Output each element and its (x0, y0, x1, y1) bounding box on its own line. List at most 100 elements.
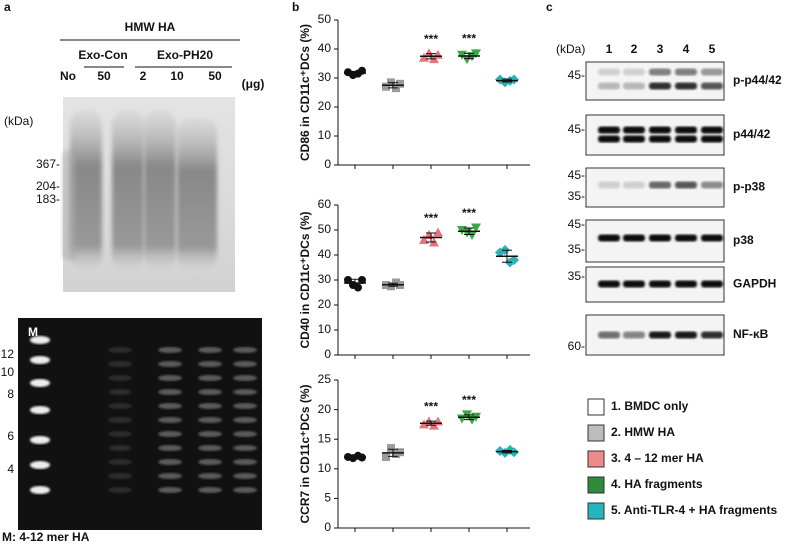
blot-band (701, 68, 723, 76)
point (382, 82, 390, 91)
gel-band (233, 417, 257, 423)
blot-band (675, 126, 697, 134)
error-bar (426, 232, 436, 243)
gel-smear (62, 150, 76, 260)
error-bar (426, 53, 436, 60)
gel-smear (112, 110, 144, 270)
kda-marker: 35- (568, 242, 585, 256)
legend-swatch (587, 450, 605, 468)
lane-label: 2 (140, 69, 147, 83)
y-tick-label: 60 (318, 197, 332, 211)
gel-band (198, 487, 222, 493)
blot-label: p38 (733, 233, 754, 247)
gel-band (108, 361, 132, 367)
ladder-band (30, 406, 50, 414)
ladder-label: M (28, 325, 38, 339)
y-tick-label: 50 (318, 222, 332, 236)
blot-label: p44/42 (733, 127, 771, 141)
gel-band (198, 473, 222, 479)
blot-band (649, 126, 671, 134)
lane-label: 5 (709, 42, 716, 56)
blot-band (675, 82, 697, 90)
legend-label: 1. BMDC only (611, 399, 689, 413)
y-axis-label: CCR7 in CD11c⁺DCs (%) (298, 384, 312, 523)
error-bar (502, 78, 512, 83)
gel-band (158, 389, 182, 395)
point (382, 452, 390, 461)
point (387, 444, 395, 453)
blot-band (675, 331, 697, 339)
lane-label: 50 (97, 69, 111, 83)
point (433, 49, 443, 59)
gel-band (233, 403, 257, 409)
blot-band (649, 280, 671, 288)
ladder-tick: 10 (1, 365, 15, 379)
legend-swatch (587, 476, 605, 494)
kda-marker: 367- (36, 157, 60, 171)
gel-band (158, 487, 182, 493)
sub-group: Exo-PH20 (157, 48, 213, 62)
error-bar (388, 82, 398, 89)
y-tick-label: 30 (318, 70, 332, 84)
gel-band (158, 403, 182, 409)
gel-band (233, 473, 257, 479)
blot-band (598, 82, 620, 90)
y-tick-label: 30 (318, 272, 332, 286)
blot-band (598, 181, 620, 189)
blot-band (649, 82, 671, 90)
blot-band (649, 135, 671, 143)
gel-band (158, 445, 182, 451)
chart: 0 5 10 15 20 25 CCR7 in CD11c⁺DCs (%) *** *** (298, 372, 530, 534)
error-bar (350, 278, 360, 288)
kda-marker: 60- (568, 339, 585, 353)
gel-band (158, 417, 182, 423)
point (433, 227, 443, 237)
point (358, 276, 366, 284)
blot-band (701, 126, 723, 134)
y-tick-label: 10 (318, 322, 332, 336)
blot-band (598, 331, 620, 339)
gel-band (233, 431, 257, 437)
error-bar (464, 52, 474, 60)
gel-band (233, 361, 257, 367)
significance: *** (462, 206, 476, 220)
y-tick-label: 10 (318, 461, 332, 475)
blot-band (598, 68, 620, 76)
legend-swatch (587, 398, 605, 416)
legend-label: 2. HMW HA (611, 425, 675, 439)
gel-band (158, 375, 182, 381)
gel-band (108, 389, 132, 395)
chart: 0 10 20 30 40 50 CD86 in CD11c⁺DCs (%) *** *** (298, 12, 530, 171)
gel-band (198, 417, 222, 423)
lane-label: 50 (208, 69, 222, 83)
significance: *** (424, 211, 438, 225)
gel-band (108, 417, 132, 423)
error-bar (388, 282, 398, 287)
blot-band (675, 68, 697, 76)
group-title: HMW HA (125, 20, 176, 34)
blot-band (623, 331, 645, 339)
y-tick-label: 10 (318, 128, 332, 142)
kda-marker: 183- (36, 192, 60, 206)
blot-band (701, 331, 723, 339)
gel-band (233, 389, 257, 395)
blot (585, 114, 725, 156)
significance: *** (424, 32, 438, 46)
gel-band (198, 403, 222, 409)
ladder-band (30, 461, 50, 469)
blot-band (649, 181, 671, 189)
gel-band (108, 375, 132, 381)
gel-band (233, 487, 257, 493)
gel-band (198, 445, 222, 451)
y-tick-label: 25 (318, 372, 332, 386)
gel-band (158, 361, 182, 367)
kda-marker: 35- (568, 189, 585, 203)
blot-band (623, 135, 645, 143)
gel-band (198, 347, 222, 353)
lane-label: 4 (683, 42, 690, 56)
lane-label: 10 (170, 69, 184, 83)
blot-band (623, 68, 645, 76)
y-tick-label: 50 (318, 12, 332, 26)
error-bar (426, 420, 436, 426)
